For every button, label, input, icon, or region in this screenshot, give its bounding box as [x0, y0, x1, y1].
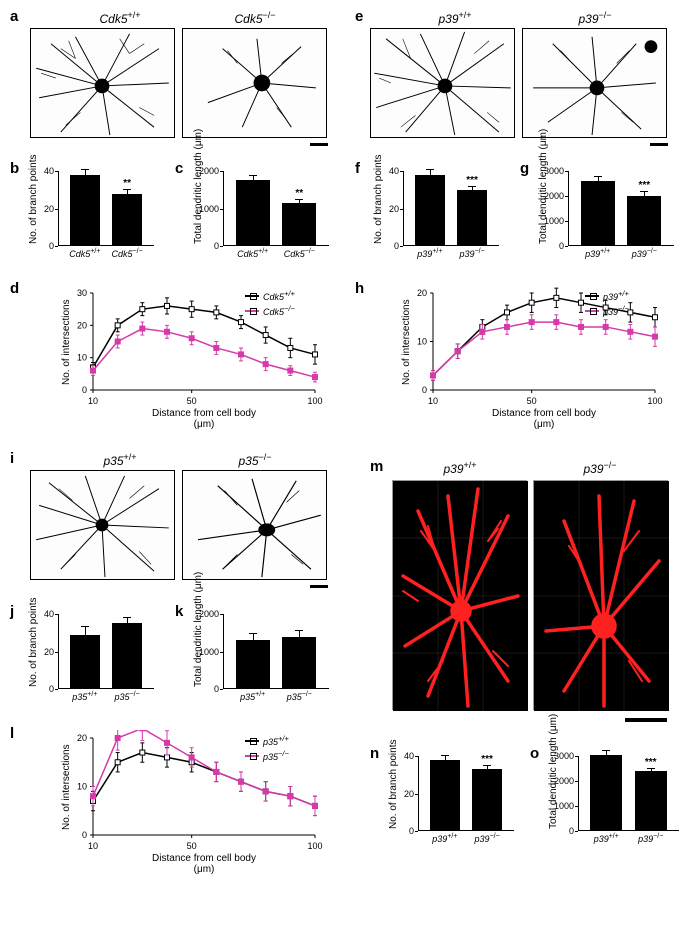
svg-text:50: 50	[187, 841, 197, 851]
svg-text:50: 50	[527, 396, 537, 406]
svg-text:10: 10	[417, 337, 427, 347]
svg-text:50: 50	[187, 396, 197, 406]
svg-text:30: 30	[77, 288, 87, 298]
micrograph-cdk5-wt	[30, 28, 175, 138]
panel-o-label: o	[530, 745, 539, 762]
p39-wt-m-label: p39+/+	[400, 460, 520, 476]
svg-text:100: 100	[307, 396, 322, 406]
svg-text:0: 0	[82, 385, 87, 395]
chart-g: 0100020003000***Total dendritic length (…	[530, 165, 680, 260]
panel-c-label: c	[175, 160, 183, 177]
micrograph-p35-wt	[30, 470, 175, 580]
chart-j: 02040No. of branch pointsp35+/+p35−/−	[20, 608, 160, 703]
svg-text:20: 20	[77, 733, 87, 743]
micrograph-cdk5-ko	[182, 28, 327, 138]
p39-ko-label: p39−/−	[535, 10, 655, 26]
p39-ko-m-label: p39−/−	[540, 460, 660, 476]
panel-h-label: h	[355, 280, 364, 297]
svg-text:10: 10	[77, 353, 87, 363]
svg-text:10: 10	[88, 396, 98, 406]
svg-text:100: 100	[647, 396, 662, 406]
panel-b-label: b	[10, 160, 19, 177]
cdk5-ko-label: Cdk5−/−	[195, 10, 315, 26]
svg-text:10: 10	[428, 396, 438, 406]
svg-text:0: 0	[422, 385, 427, 395]
chart-b: 02040**No. of branch pointsCdk5+/+Cdk5−/…	[20, 165, 160, 260]
micrograph-p39-wt	[370, 28, 515, 138]
p35-wt-label: p35+/+	[60, 452, 180, 468]
panel-i-label: i	[10, 450, 14, 467]
panel-e-label: e	[355, 8, 363, 25]
scalebar-e	[650, 143, 668, 146]
panel-d-label: d	[10, 280, 19, 297]
panel-m-label: m	[370, 458, 383, 475]
chart-h: 010201050100No. of intersectionsDistance…	[395, 285, 665, 420]
chart-l: 010201050100No. of intersectionsDistance…	[55, 730, 325, 865]
panel-j-label: j	[10, 603, 14, 620]
confocal-p39-wt	[392, 480, 527, 710]
chart-d: 01020301050100No. of intersectionsDistan…	[55, 285, 325, 420]
p39-wt-label: p39+/+	[395, 10, 515, 26]
micrograph-p39-ko	[522, 28, 667, 138]
confocal-p39-ko	[533, 480, 668, 710]
svg-text:0: 0	[82, 830, 87, 840]
chart-o: 0100020003000***Total dendritic length (…	[540, 750, 685, 845]
scalebar-i	[310, 585, 328, 588]
scalebar-m	[625, 718, 667, 722]
chart-f: 02040***No. of branch pointsp39+/+p39−/−	[365, 165, 505, 260]
chart-c: 010002000**Total dendritic length (μm)Cd…	[185, 165, 335, 260]
svg-text:10: 10	[77, 782, 87, 792]
micrograph-p35-ko	[182, 470, 327, 580]
svg-text:100: 100	[307, 841, 322, 851]
panel-l-label: l	[10, 725, 14, 742]
panel-a-label: a	[10, 8, 18, 25]
svg-text:20: 20	[417, 288, 427, 298]
svg-text:10: 10	[88, 841, 98, 851]
chart-n: 02040***No. of branch pointsp39+/+p39−/−	[380, 750, 520, 845]
panel-g-label: g	[520, 160, 529, 177]
scalebar-a	[310, 143, 328, 146]
svg-text:20: 20	[77, 320, 87, 330]
panel-n-label: n	[370, 745, 379, 762]
panel-k-label: k	[175, 603, 183, 620]
cdk5-wt-label: Cdk5+/+	[60, 10, 180, 26]
chart-k: 010002000Total dendritic length (μm)p35+…	[185, 608, 335, 703]
p35-ko-label: p35−/−	[195, 452, 315, 468]
panel-f-label: f	[355, 160, 360, 177]
